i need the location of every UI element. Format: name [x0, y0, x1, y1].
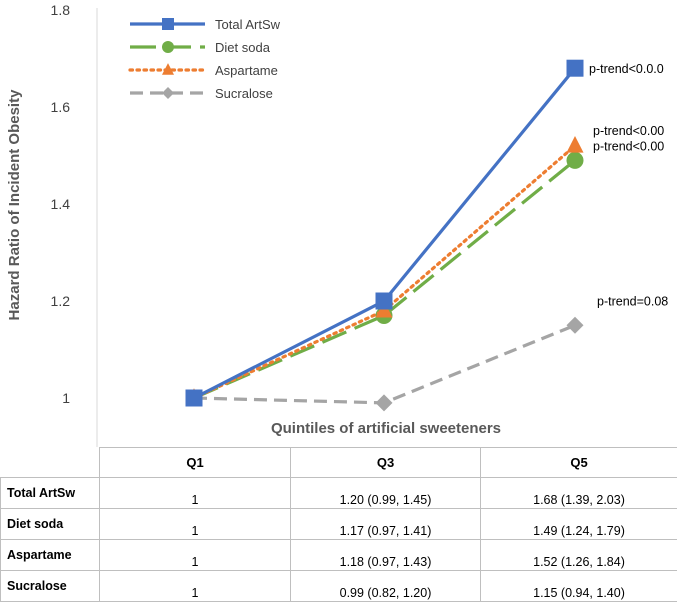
data-table: Q1 Q3 Q5 Total ArtSw 1 1.20 (0.99, 1.45)…: [0, 447, 677, 602]
data-point: [375, 292, 393, 310]
table-row: Aspartame 1 1.18 (0.97, 1.43) 1.52 (1.26…: [0, 539, 677, 571]
table-row: Sucralose 1 0.99 (0.82, 1.20) 1.15 (0.94…: [0, 570, 677, 602]
row-label: Aspartame: [0, 539, 100, 571]
legend-marker: [162, 18, 174, 30]
y-tick-labels: 1 1.2 1.4 1.6 1.8: [51, 2, 71, 406]
annotations: p-trend<0.0.0 p-trend<0.00p-trend<0.00 p-t…: [589, 62, 668, 308]
table-cell: 1.49 (1.24, 1.79): [480, 508, 677, 540]
table-cell: 1.17 (0.97, 1.41): [290, 508, 481, 540]
y-axis-label: Hazard Ratio of Incident Obesity: [6, 89, 23, 321]
series-line: [193, 67, 577, 400]
series-line: [192, 144, 577, 400]
data-point: [566, 316, 584, 334]
table-row: Diet soda 1 1.17 (0.97, 1.41) 1.49 (1.24…: [0, 508, 677, 540]
table-cell: 1: [99, 508, 291, 540]
p-trend-annotation: p-trend<0.00: [593, 139, 664, 153]
table-header-row: Q1 Q3 Q5: [0, 447, 677, 478]
y-tick-label: 1.6: [51, 99, 71, 115]
series-sucralose: [185, 316, 584, 412]
legend-label: Sucralose: [215, 86, 273, 101]
legend-marker: [162, 41, 174, 53]
legend-label: Total ArtSw: [215, 17, 281, 32]
legend-marker: [162, 63, 174, 75]
table-cell: 1.52 (1.26, 1.84): [480, 539, 677, 571]
table-header-q5: Q5: [480, 447, 677, 478]
series-layer: [185, 59, 584, 412]
p-trend-annotation: p-trend=0.08: [597, 294, 668, 308]
legend-label: Aspartame: [215, 63, 278, 78]
x-axis-label: Quintiles of artificial sweeteners: [271, 420, 501, 437]
table-cell: 1.18 (0.97, 1.43): [290, 539, 481, 571]
table-cell: 1: [99, 539, 291, 571]
legend-marker: [162, 87, 174, 99]
legend-label: Diet soda: [215, 40, 271, 55]
y-tick-label: 1.8: [51, 2, 71, 18]
line-chart: 1 1.2 1.4 1.6 1.8 Hazard Ratio of Incident O…: [6, 2, 668, 447]
table-header-q3: Q3: [290, 447, 481, 478]
y-tick-label: 1.4: [51, 196, 71, 212]
table-cell: 0.99 (0.82, 1.20): [290, 570, 481, 602]
p-trend-annotation: p-trend<0.0.0: [589, 62, 664, 76]
legend-entry: Total ArtSw: [130, 17, 281, 32]
row-label: Total ArtSw: [0, 477, 100, 509]
table-cell: 1.20 (0.99, 1.45): [290, 477, 481, 509]
y-tick-label: 1.2: [51, 293, 71, 309]
table-cell: 1.68 (1.39, 2.03): [480, 477, 677, 509]
series-line: [193, 323, 576, 405]
table-cell: 1: [99, 570, 291, 602]
table-row: Total ArtSw 1 1.20 (0.99, 1.45) 1.68 (1.…: [0, 477, 677, 509]
data-point: [185, 389, 203, 407]
row-label: Sucralose: [0, 570, 100, 602]
legend: Total ArtSw Diet soda Aspartame Sucralose: [128, 17, 281, 101]
data-point: [566, 59, 584, 77]
legend-entry: Aspartame: [128, 63, 278, 78]
table-cell: 1: [99, 477, 291, 509]
table-corner-cell: [0, 447, 100, 478]
y-tick-label: 1: [62, 390, 70, 406]
table-header-q1: Q1: [99, 447, 291, 478]
legend-entry: Sucralose: [130, 86, 273, 101]
table-cell: 1.15 (0.94, 1.40): [480, 570, 677, 602]
data-point: [375, 394, 393, 412]
data-point: [566, 151, 584, 169]
p-trend-annotation: p-trend<0.00: [593, 124, 664, 138]
series-total-artsw: [185, 59, 584, 407]
series-line: [193, 159, 577, 400]
series-aspartame: [185, 136, 584, 405]
data-point: [566, 136, 584, 153]
row-label: Diet soda: [0, 508, 100, 540]
legend-entry: Diet soda: [130, 40, 271, 55]
